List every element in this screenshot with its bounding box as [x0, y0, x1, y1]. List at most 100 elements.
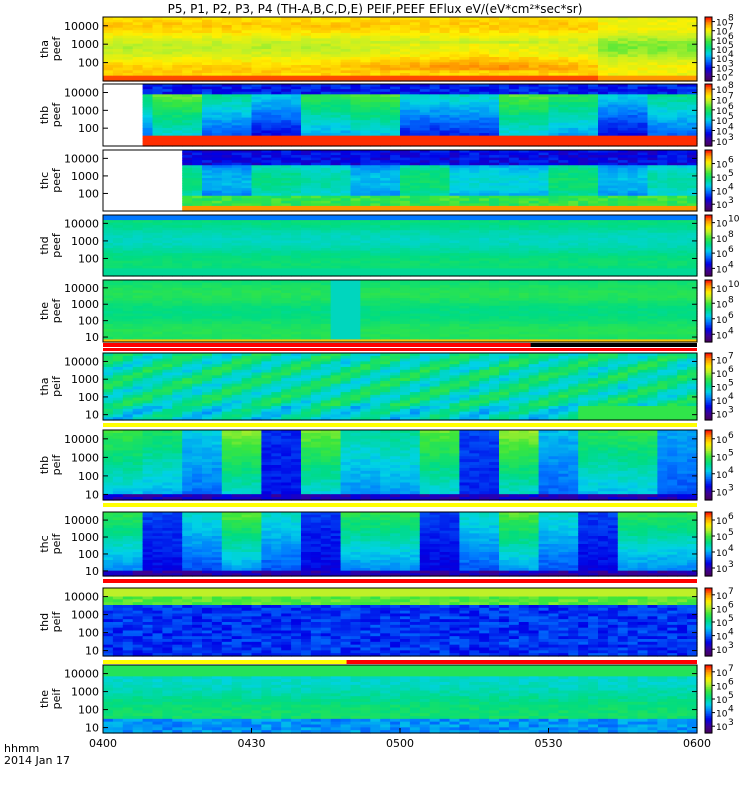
heatmap-cell: [627, 33, 639, 37]
colorbar-cell: [705, 102, 712, 105]
heatmap-cell: [429, 109, 441, 114]
heatmap-cell: [538, 143, 550, 147]
heatmap-cell: [429, 35, 441, 39]
heatmap-cell: [162, 130, 173, 134]
heatmap-cell: [548, 140, 559, 145]
heatmap-cell: [182, 109, 193, 114]
heatmap-cell: [419, 140, 431, 145]
heatmap-cell: [637, 22, 649, 26]
heatmap-cell: [271, 122, 282, 126]
heatmap-cell: [112, 25, 124, 29]
colorbar-tick-label: 10: [716, 28, 728, 38]
heatmap-cell: [538, 59, 550, 63]
heatmap-cell: [291, 125, 302, 129]
heatmap-cell: [271, 25, 282, 29]
heatmap-cell: [360, 109, 371, 114]
heatmap-cell: [528, 130, 540, 134]
heatmap-cell: [508, 54, 520, 58]
heatmap-cell: [350, 138, 361, 142]
heatmap-cell: [291, 140, 302, 145]
heatmap-cell: [647, 62, 658, 66]
heatmap-cell: [291, 19, 302, 23]
heatmap-cell: [281, 89, 292, 93]
heatmap-cell: [202, 78, 213, 82]
heatmap-cell: [568, 133, 579, 137]
heatmap-cell: [548, 51, 559, 55]
heatmap-cell: [528, 57, 540, 61]
heatmap-cell: [647, 86, 658, 90]
heatmap-cell: [142, 35, 154, 39]
heatmap-cell: [291, 27, 302, 31]
heatmap-cell: [528, 51, 540, 55]
heatmap-cell: [370, 104, 381, 108]
heatmap-cell: [568, 89, 579, 93]
heatmap-cell: [211, 43, 223, 47]
heatmap-cell: [499, 127, 510, 132]
heatmap-cell: [142, 133, 154, 137]
heatmap-cell: [499, 78, 510, 82]
heatmap-cell: [627, 104, 639, 108]
colorbar-cell: [705, 33, 712, 36]
heatmap-cell: [518, 125, 530, 129]
heatmap-cell: [409, 38, 421, 42]
heatmap-cell: [508, 112, 520, 116]
heatmap-cell: [528, 43, 540, 47]
heatmap-cell: [360, 99, 371, 103]
heatmap-cell: [340, 94, 352, 98]
heatmap-cell: [469, 75, 480, 79]
heatmap-cell: [211, 140, 223, 145]
colorbar-cell: [705, 18, 712, 21]
y-axis-label: peef: [50, 36, 63, 62]
heatmap-cell: [449, 122, 460, 126]
heatmap-cell: [271, 96, 282, 101]
heatmap-cell: [667, 38, 678, 42]
heatmap-cell: [578, 107, 589, 111]
heatmap-cell: [301, 130, 312, 134]
heatmap-cell: [241, 104, 253, 108]
heatmap-cell: [112, 35, 124, 39]
heatmap-cell: [310, 86, 322, 90]
heatmap-cell: [667, 115, 678, 119]
colorbar-cell: [705, 26, 712, 29]
heatmap-cell: [390, 62, 401, 66]
heatmap-cell: [588, 41, 599, 45]
heatmap-cell: [271, 67, 282, 71]
heatmap-cell: [409, 127, 421, 132]
colorbar-cell: [705, 50, 712, 53]
heatmap-cell: [607, 67, 619, 71]
heatmap-cell: [489, 73, 500, 77]
heatmap-cell: [162, 70, 173, 74]
heatmap-cell: [429, 115, 441, 119]
heatmap-cell: [637, 17, 649, 21]
heatmap-cell: [687, 46, 698, 50]
heatmap-cell: [479, 49, 490, 53]
heatmap-cell: [360, 49, 371, 53]
heatmap-cell: [122, 65, 134, 69]
heatmap-cell: [607, 89, 619, 93]
heatmap-cell: [528, 91, 540, 95]
heatmap-cell: [103, 67, 114, 71]
heatmap-cell: [667, 122, 678, 126]
heatmap-cell: [172, 94, 183, 98]
heatmap-cell: [360, 78, 371, 82]
heatmap-cell: [578, 135, 589, 139]
heatmap-cell: [350, 49, 361, 53]
heatmap-cell: [291, 54, 302, 58]
heatmap-cell: [667, 143, 678, 147]
heatmap-cell: [380, 38, 391, 42]
heatmap-cell: [687, 107, 698, 111]
heatmap-cell: [677, 65, 688, 69]
heatmap-cell: [231, 133, 243, 137]
heatmap-cell: [320, 51, 332, 55]
heatmap-cell: [627, 65, 639, 69]
heatmap-cell: [677, 135, 688, 139]
colorbar-tick-exponent: 6: [728, 102, 734, 112]
heatmap-cell: [350, 57, 361, 61]
heatmap-cell: [459, 41, 470, 45]
heatmap-cell: [400, 22, 411, 26]
heatmap-cell: [429, 78, 441, 82]
heatmap-cell: [637, 102, 649, 106]
heatmap-cell: [588, 67, 599, 71]
heatmap-cell: [192, 99, 203, 103]
heatmap-cell: [251, 59, 262, 63]
